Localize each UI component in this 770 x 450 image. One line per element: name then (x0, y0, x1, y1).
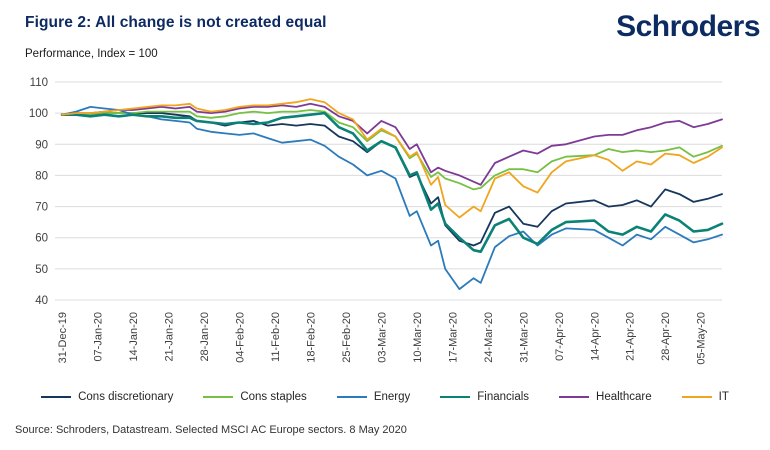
x-axis-tick-label: 21-Jan-20 (163, 312, 175, 362)
legend-item-energy: Energy (336, 391, 411, 403)
x-axis-tick-label: 28-Apr-20 (660, 312, 672, 361)
series-line-financials (60, 111, 724, 253)
y-axis-tick-label: 60 (35, 233, 48, 245)
legend-swatch-cons-staples (203, 396, 234, 398)
y-axis-tick-label: 50 (35, 264, 48, 276)
x-axis-tick-label: 24-Mar-20 (483, 312, 495, 363)
x-axis-tick-label: 17-Mar-20 (447, 312, 459, 363)
source-text: Source: Schroders, Datastream. Selected … (15, 424, 407, 436)
legend-item-healthcare: Healthcare (559, 391, 652, 403)
legend-swatch-it (681, 396, 712, 398)
x-axis-tick-label: 21-Apr-20 (625, 312, 637, 361)
legend-swatch-healthcare (559, 396, 590, 398)
x-axis-tick-label: 14-Apr-20 (589, 312, 601, 361)
x-axis-tick-label: 25-Feb-20 (341, 312, 353, 363)
legend-label-healthcare: Healthcare (596, 391, 652, 403)
legend-label-energy: Energy (373, 391, 411, 403)
x-axis-tick-label: 18-Feb-20 (305, 312, 317, 363)
x-axis-tick-label: 07-Apr-20 (554, 312, 566, 361)
y-axis-unit-label: Performance, Index = 100 (25, 48, 158, 60)
x-axis-tick-label: 03-Mar-20 (376, 312, 388, 363)
legend-item-financials: Financials (440, 391, 529, 403)
legend-label-cons-discretionary: Cons discretionary (78, 391, 174, 403)
x-axis-tick-label: 10-Mar-20 (412, 312, 424, 363)
x-axis-tick-label: 05-May-20 (696, 312, 708, 365)
series-line-it (61, 98, 723, 219)
y-axis-tick-label: 90 (35, 139, 48, 151)
series-line-healthcare (61, 102, 723, 186)
y-axis-tick-label: 40 (35, 295, 48, 307)
x-axis-tick-label: 14-Jan-20 (128, 312, 140, 362)
legend-swatch-financials (440, 396, 471, 398)
legend-swatch-cons-discretionary (41, 396, 72, 398)
series-line-energy (61, 106, 723, 291)
series-line-cons-discretionary (61, 112, 723, 247)
x-axis-tick-label: 07-Jan-20 (92, 312, 104, 362)
figure-title: Figure 2: All change is not created equa… (25, 14, 327, 31)
legend-label-financials: Financials (477, 391, 530, 403)
y-axis-tick-label: 100 (29, 108, 48, 120)
legend-item-cons-staples: Cons staples (203, 391, 307, 403)
legend: Cons discretionary Cons staples Energy Fina… (0, 391, 770, 403)
x-axis-tick-label: 31-Mar-20 (518, 312, 530, 363)
legend-item-it: IT (681, 391, 729, 403)
x-axis-tick-label: 28-Jan-20 (199, 312, 211, 362)
x-axis-tick-label: 11-Feb-20 (270, 312, 282, 362)
schroders-logo: Schroders (616, 10, 760, 43)
legend-label-cons-staples: Cons staples (240, 391, 307, 403)
x-axis-tick-label: 04-Feb-20 (234, 312, 246, 363)
y-axis-tick-label: 80 (35, 170, 48, 182)
y-axis-tick-label: 110 (30, 77, 48, 89)
legend-swatch-energy (336, 396, 367, 398)
y-axis-tick-label: 70 (35, 202, 48, 214)
legend-label-it: IT (718, 391, 729, 403)
x-axis-tick-label: 31-Dec-19 (57, 312, 69, 363)
legend-item-cons-discretionary: Cons discretionary (41, 391, 173, 403)
